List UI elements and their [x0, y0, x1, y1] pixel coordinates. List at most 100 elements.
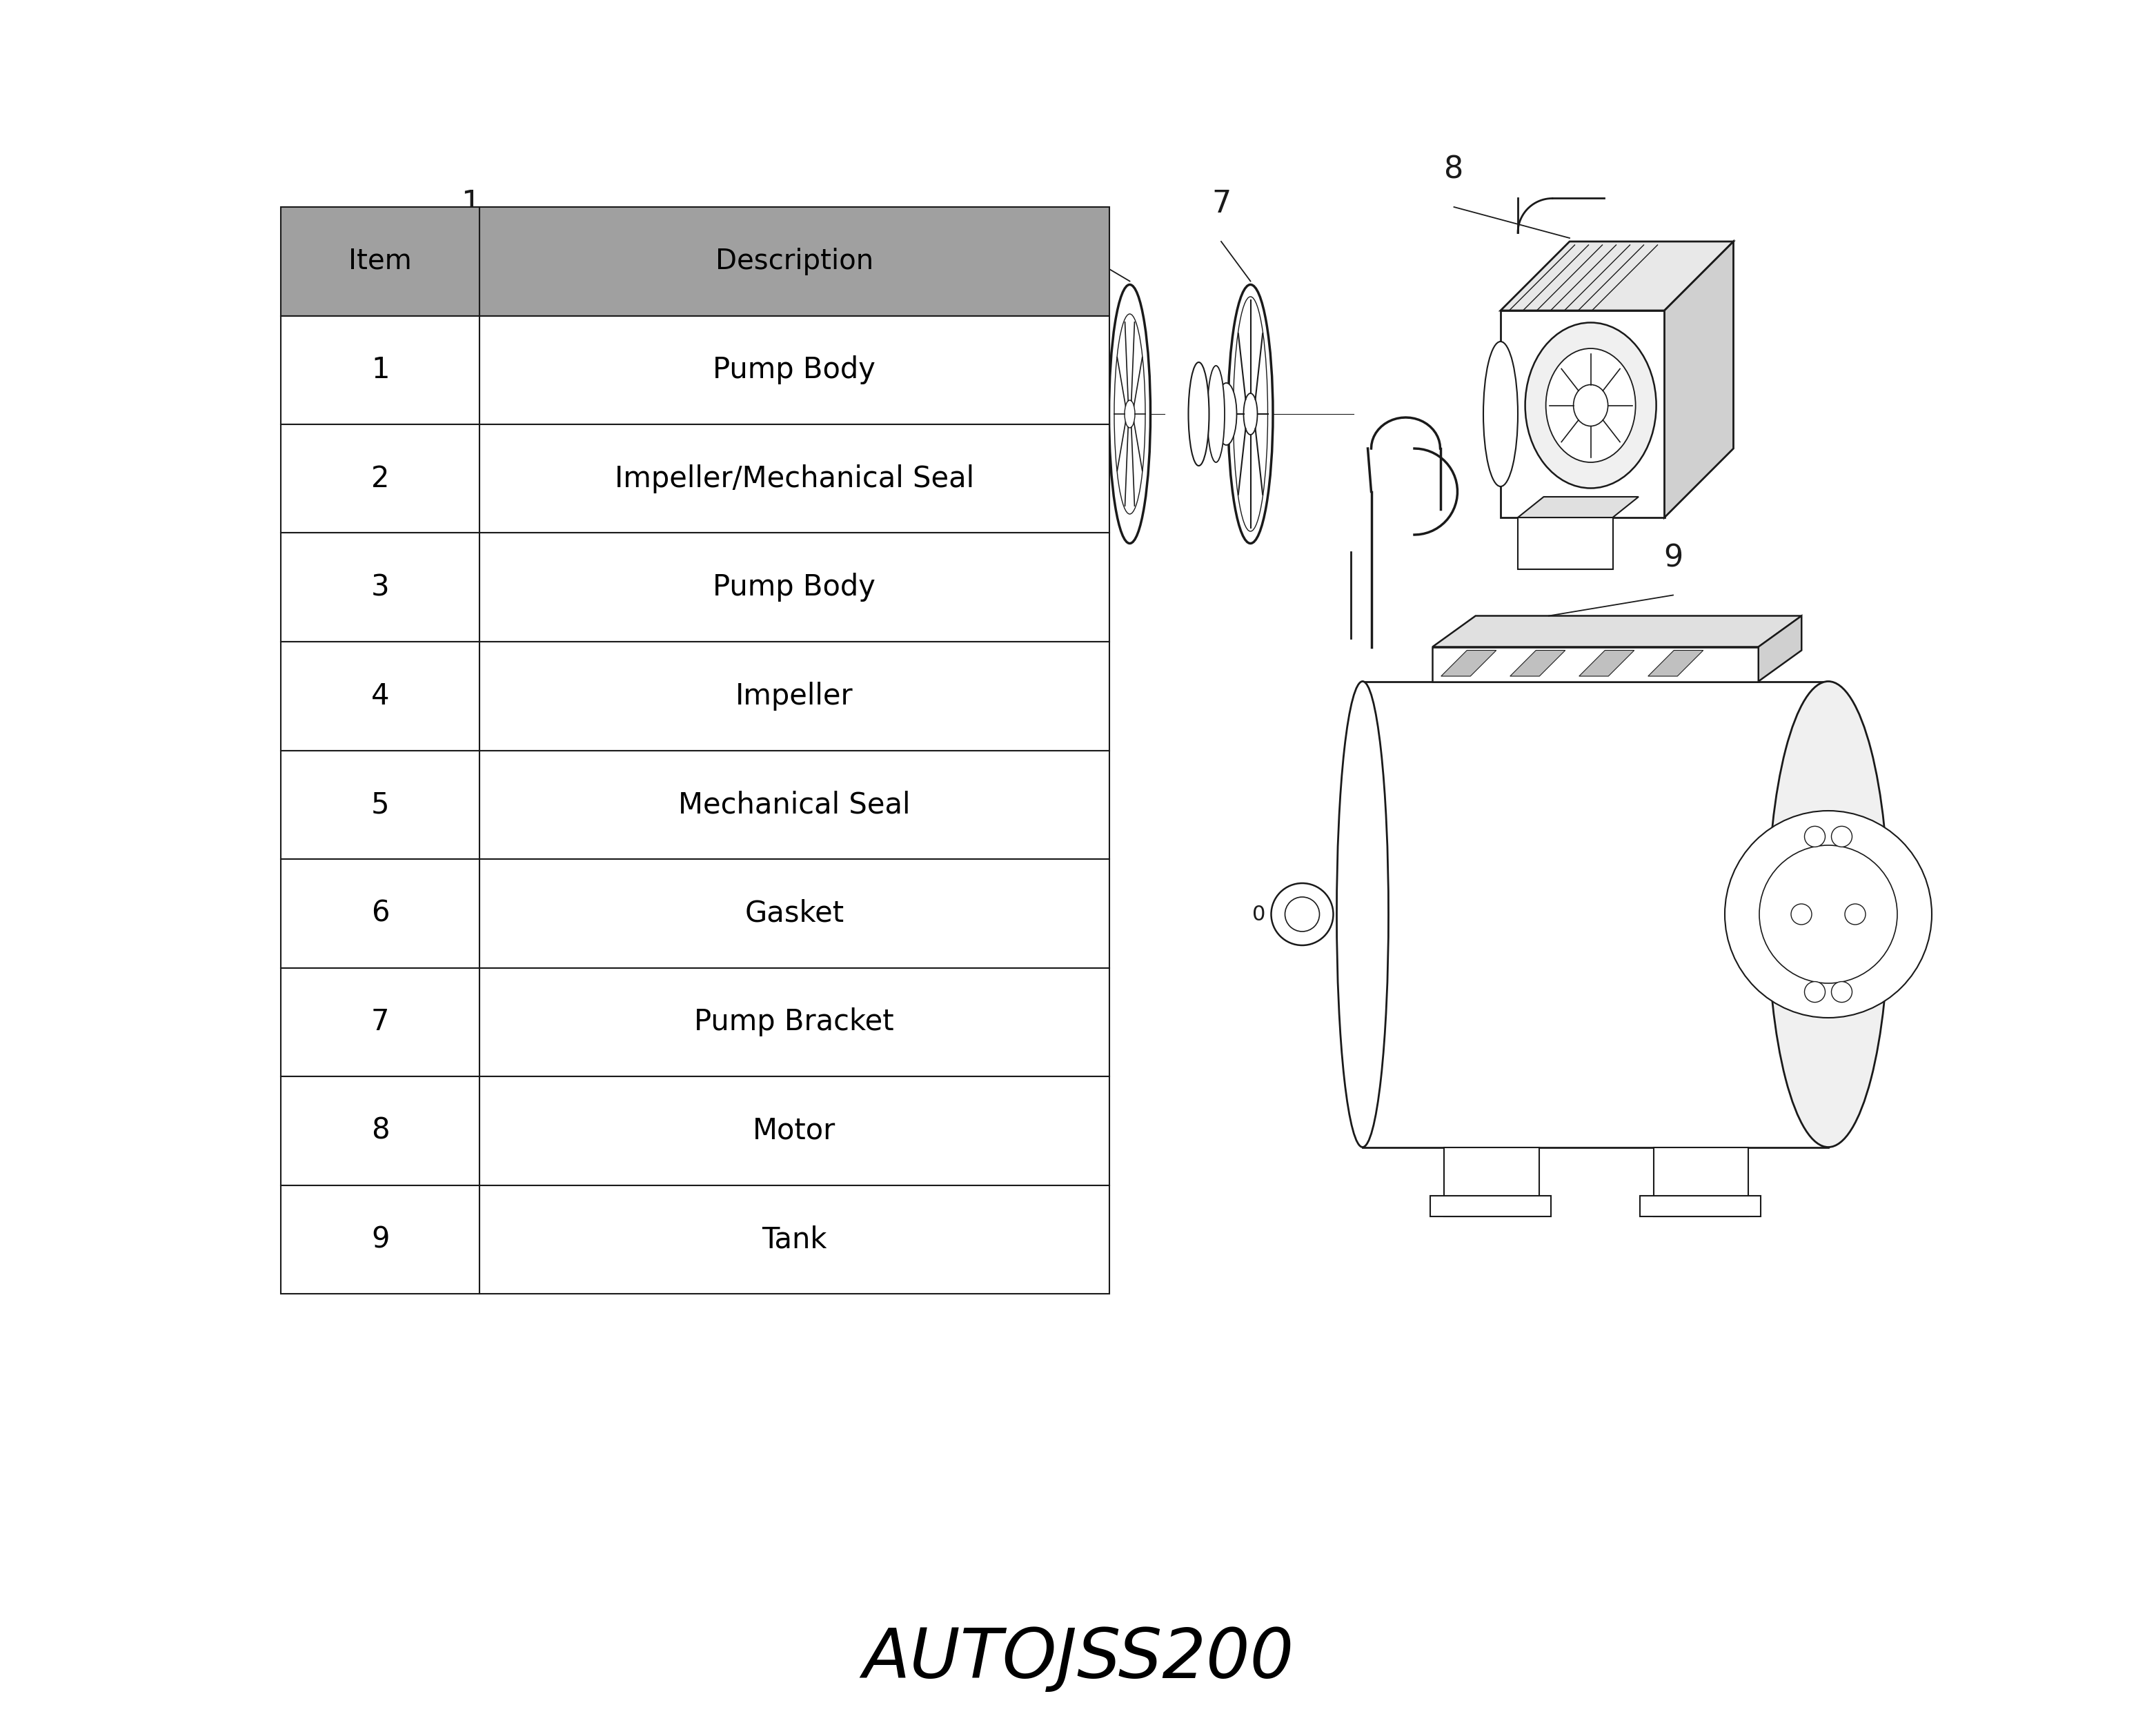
Bar	[1445, 1147, 1539, 1216]
Ellipse shape	[1115, 314, 1145, 514]
Bar	[1654, 1147, 1749, 1216]
Ellipse shape	[617, 290, 636, 538]
Ellipse shape	[418, 259, 617, 569]
Ellipse shape	[1188, 362, 1210, 466]
Circle shape	[1830, 826, 1852, 847]
Ellipse shape	[875, 388, 901, 440]
Text: 9: 9	[371, 1225, 390, 1254]
Circle shape	[535, 511, 550, 526]
Text: 8: 8	[1445, 155, 1464, 185]
Bar	[280, 642, 479, 750]
Text: 8: 8	[371, 1116, 390, 1145]
Ellipse shape	[1005, 324, 1048, 504]
Ellipse shape	[1337, 681, 1388, 1147]
Circle shape	[1805, 982, 1826, 1002]
Circle shape	[959, 411, 966, 417]
Bar	[1432, 647, 1759, 681]
Text: 6: 6	[371, 899, 390, 928]
Polygon shape	[1664, 242, 1733, 518]
Ellipse shape	[1207, 366, 1225, 462]
Ellipse shape	[944, 397, 962, 431]
Bar	[479, 424, 1108, 533]
Text: 1: 1	[371, 355, 390, 385]
Circle shape	[1272, 883, 1332, 945]
Circle shape	[1830, 982, 1852, 1002]
Circle shape	[1759, 845, 1897, 983]
Bar	[280, 1076, 479, 1185]
Text: 3: 3	[371, 573, 390, 602]
Circle shape	[448, 448, 464, 464]
Ellipse shape	[487, 259, 530, 310]
Text: 2: 2	[608, 207, 627, 236]
Ellipse shape	[1574, 385, 1608, 426]
Text: Description: Description	[716, 247, 873, 274]
Text: Pump Body: Pump Body	[714, 573, 875, 602]
Text: 1: 1	[461, 190, 481, 219]
Bar	[479, 968, 1108, 1076]
Text: Impeller/Mechanical Seal: Impeller/Mechanical Seal	[614, 464, 975, 493]
Circle shape	[843, 312, 856, 326]
Ellipse shape	[1244, 393, 1257, 435]
Circle shape	[535, 304, 550, 319]
Polygon shape	[1647, 650, 1703, 676]
Ellipse shape	[440, 281, 595, 547]
Circle shape	[336, 473, 354, 493]
Bar	[1363, 681, 1828, 1147]
Bar	[280, 533, 479, 642]
Circle shape	[485, 509, 500, 524]
Bar	[479, 642, 1108, 750]
Ellipse shape	[929, 314, 979, 514]
Text: 0: 0	[1253, 904, 1266, 925]
Circle shape	[379, 381, 397, 400]
Ellipse shape	[487, 371, 548, 457]
Ellipse shape	[1768, 681, 1889, 1147]
Ellipse shape	[1229, 285, 1272, 543]
Ellipse shape	[1233, 297, 1268, 531]
Ellipse shape	[1125, 400, 1134, 428]
Bar	[479, 316, 1108, 424]
Ellipse shape	[763, 310, 875, 518]
Text: Motor: Motor	[752, 1116, 837, 1145]
Ellipse shape	[1546, 348, 1636, 462]
Text: Impeller: Impeller	[735, 681, 854, 711]
Ellipse shape	[1524, 323, 1656, 488]
Text: 7: 7	[1212, 190, 1231, 219]
Polygon shape	[1440, 650, 1496, 676]
Circle shape	[951, 411, 957, 417]
Ellipse shape	[1108, 285, 1151, 543]
Circle shape	[1792, 904, 1811, 925]
Circle shape	[379, 473, 397, 493]
Bar	[479, 1185, 1108, 1294]
Circle shape	[571, 364, 586, 379]
Polygon shape	[1432, 616, 1802, 647]
Circle shape	[569, 450, 586, 466]
Ellipse shape	[729, 398, 746, 430]
Text: 4: 4	[875, 207, 895, 236]
Circle shape	[448, 362, 466, 378]
Circle shape	[783, 502, 796, 516]
Ellipse shape	[651, 348, 711, 480]
Circle shape	[336, 335, 354, 355]
Bar	[479, 533, 1108, 642]
Bar	[479, 1076, 1108, 1185]
Ellipse shape	[630, 314, 733, 514]
Ellipse shape	[1216, 383, 1238, 445]
Ellipse shape	[1020, 400, 1033, 428]
Bar	[1518, 518, 1613, 569]
Bar	[280, 968, 479, 1076]
Circle shape	[843, 502, 856, 516]
Text: 5: 5	[371, 790, 390, 819]
Text: Pump Bracket: Pump Bracket	[694, 1007, 895, 1037]
Text: Tank: Tank	[761, 1225, 828, 1254]
Text: 7: 7	[371, 1007, 390, 1037]
Polygon shape	[1759, 616, 1802, 681]
Circle shape	[1285, 897, 1319, 931]
Text: 4: 4	[371, 681, 390, 711]
Circle shape	[1805, 826, 1826, 847]
Circle shape	[336, 381, 354, 400]
Text: Pump Body: Pump Body	[714, 355, 875, 385]
Circle shape	[752, 407, 765, 421]
Circle shape	[873, 407, 886, 421]
Bar	[280, 859, 479, 968]
Circle shape	[336, 426, 354, 445]
